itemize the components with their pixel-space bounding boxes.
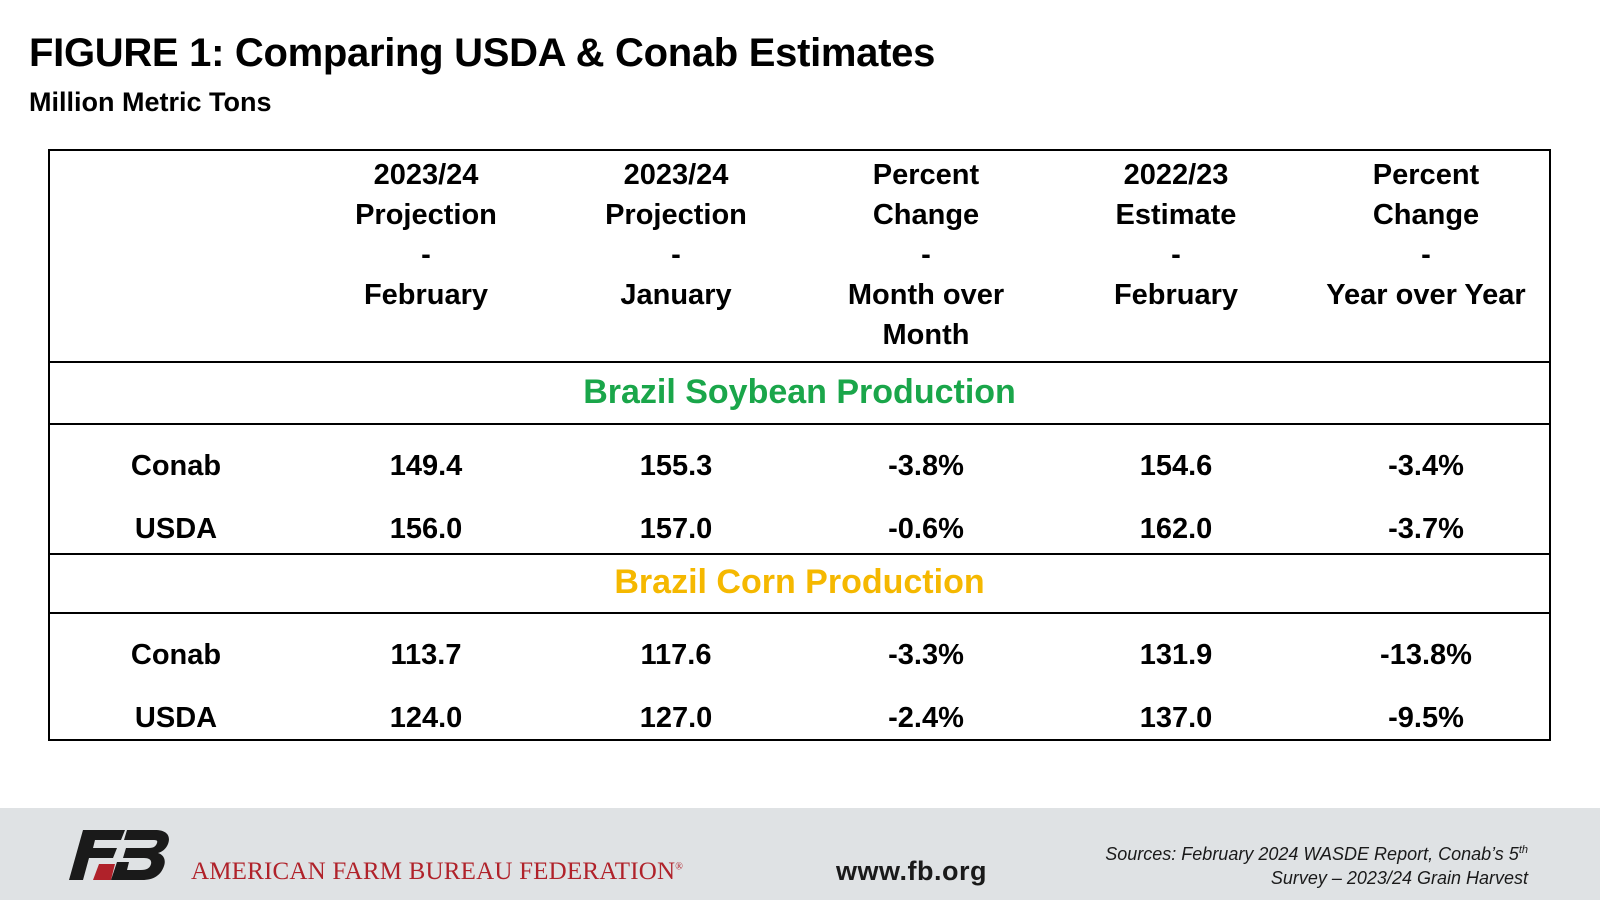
section-title-soybean: Brazil Soybean Production	[583, 373, 1016, 411]
header-line: Projection	[605, 199, 747, 231]
organization-name: AMERICAN FARM BUREAU FEDERATION®	[191, 858, 683, 886]
header-line: Percent	[1372, 159, 1480, 191]
section-title-corn: Brazil Corn Production	[614, 563, 985, 601]
row-label-conab: Conab	[130, 450, 222, 482]
registered-mark: ®	[675, 861, 684, 873]
column-header: Percent Change - Year over Year	[1326, 155, 1525, 315]
table-cell: 131.9	[1139, 639, 1213, 671]
table-cell: -3.8%	[888, 450, 964, 482]
fb-logo-icon	[69, 830, 169, 880]
row-label-usda: USDA	[134, 513, 218, 545]
header-separator: -	[671, 239, 681, 271]
header-line: Percent	[872, 159, 980, 191]
header-line: Year over Year	[1326, 279, 1526, 311]
header-line: Change	[872, 199, 980, 231]
table-cell: 149.4	[389, 450, 463, 482]
header-line: Estimate	[1115, 199, 1237, 231]
table-cell: -9.5%	[1388, 702, 1464, 734]
sources-line-1: Sources: February 2024 WASDE Report, Con…	[1105, 838, 1528, 866]
header-line: February	[363, 279, 489, 311]
column-header: 2023/24 Projection - January	[605, 155, 747, 315]
header-line: February	[1113, 279, 1239, 311]
website-link[interactable]: www.fb.org	[836, 856, 987, 886]
table-cell: 117.6	[640, 639, 712, 671]
table-divider	[50, 361, 1549, 363]
page-subtitle: Million Metric Tons	[29, 87, 272, 117]
table-cell: 137.0	[1139, 702, 1213, 734]
table-cell: 162.0	[1139, 513, 1213, 545]
table-cell: -0.6%	[888, 513, 964, 545]
header-line: 2022/23	[1123, 159, 1229, 191]
sources-text: Sources: February 2024 WASDE Report, Con…	[1105, 844, 1519, 864]
header-line: 2023/24	[373, 159, 479, 191]
header-line: January	[620, 279, 732, 311]
footer-bar: AMERICAN FARM BUREAU FEDERATION® www.fb.…	[0, 808, 1600, 900]
table-cell: 124.0	[389, 702, 463, 734]
table-cell: -2.4%	[888, 702, 964, 734]
comparison-table: 2023/24 Projection - February 2023/24 Pr…	[48, 149, 1551, 741]
column-header: 2023/24 Projection - February	[355, 155, 497, 315]
table-cell: 154.6	[1139, 450, 1213, 482]
header-separator: -	[1421, 239, 1431, 271]
header-line: Change	[1372, 199, 1480, 231]
table-divider	[50, 612, 1549, 614]
header-line: Projection	[355, 199, 497, 231]
table-cell: -3.4%	[1388, 450, 1464, 482]
column-header: Percent Change - Month over Month	[848, 155, 1004, 355]
header-separator: -	[1171, 239, 1181, 271]
sources-superscript: th	[1518, 844, 1528, 856]
page-title: FIGURE 1: Comparing USDA & Conab Estimat…	[29, 31, 936, 75]
sources-line-2: Survey – 2023/24 Grain Harvest	[1270, 868, 1528, 888]
table-cell: 157.0	[639, 513, 713, 545]
header-line: 2023/24	[623, 159, 729, 191]
header-line: Month	[882, 319, 970, 351]
row-label-usda: USDA	[134, 702, 218, 734]
table-cell: 156.0	[389, 513, 463, 545]
table-cell: -13.8%	[1380, 639, 1472, 671]
sources-note: Sources: February 2024 WASDE Report, Con…	[1105, 838, 1528, 890]
header-separator: -	[921, 239, 931, 271]
table-cell: 155.3	[639, 450, 713, 482]
table-cell: -3.7%	[1388, 513, 1464, 545]
table-divider	[50, 423, 1549, 425]
header-separator: -	[421, 239, 431, 271]
header-line: Month over	[847, 279, 1005, 311]
table-cell: 127.0	[639, 702, 713, 734]
table-divider	[50, 553, 1549, 555]
row-label-conab: Conab	[130, 639, 222, 671]
table-cell: 113.7	[390, 639, 462, 671]
organization-name-text: AMERICAN FARM BUREAU FEDERATION	[191, 858, 676, 885]
table-cell: -3.3%	[888, 639, 964, 671]
column-header: 2022/23 Estimate - February	[1114, 155, 1238, 315]
